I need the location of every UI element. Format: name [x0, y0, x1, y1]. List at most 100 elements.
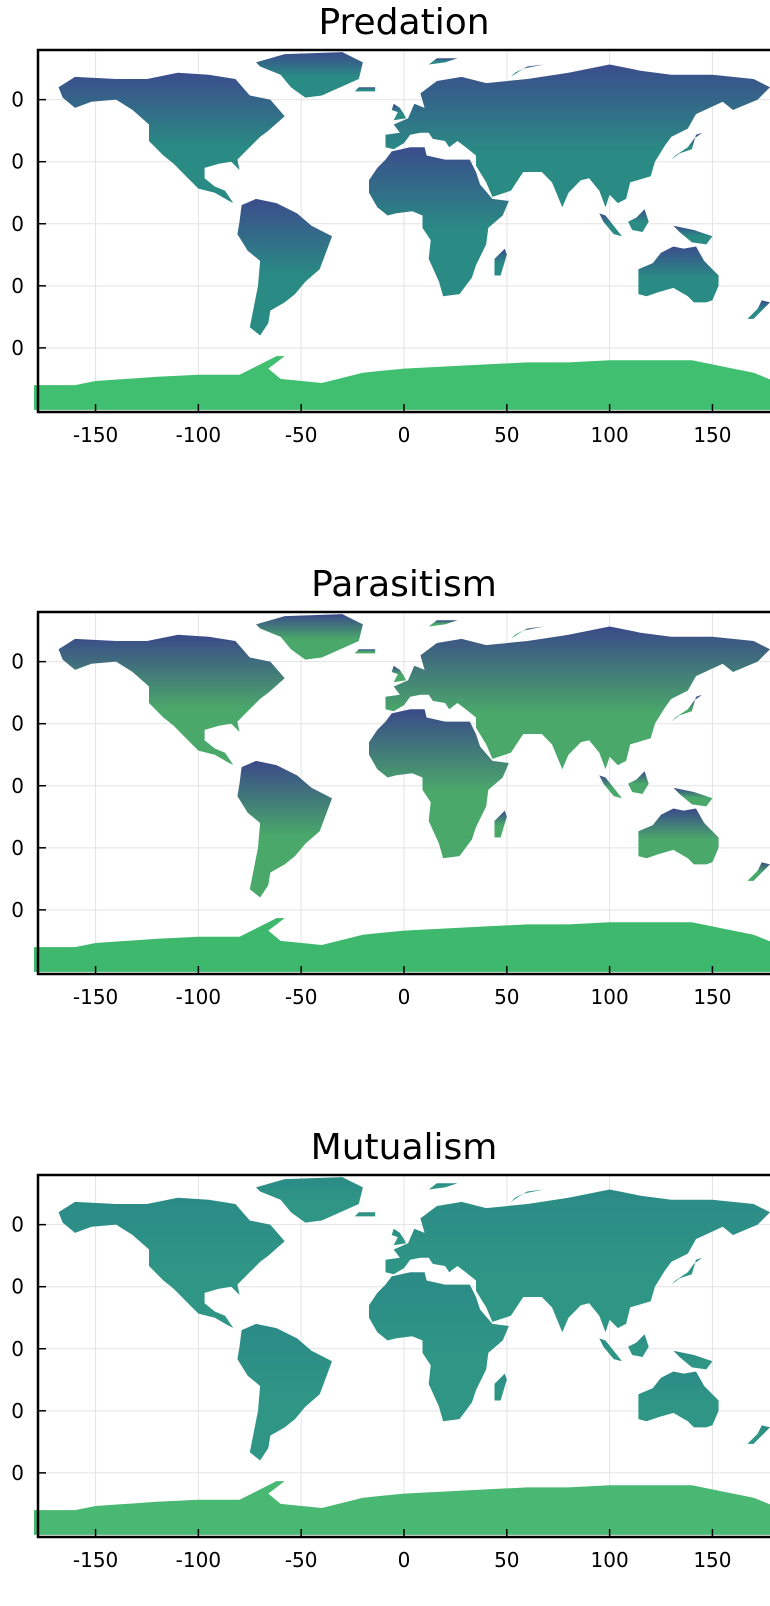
land-layer — [33, 1177, 770, 1535]
x-tick-label: -100 — [176, 1548, 221, 1572]
japan-landmass — [671, 1257, 703, 1285]
south-america-landmass — [237, 198, 332, 336]
x-tick-label: -50 — [285, 423, 318, 447]
axes-frame — [36, 610, 770, 976]
novaya-zemlya-landmass — [510, 64, 544, 77]
x-tick-label: 0 — [398, 423, 411, 447]
panel-mutualism: Mutualism -150 -100 -50 0 50 100 150 0 0 0 0 0 — [0, 1125, 770, 1595]
new-guinea-landmass — [673, 225, 713, 245]
antarctica-landmass — [33, 918, 770, 972]
svalbard-landmass — [428, 1183, 458, 1190]
x-tick-label: -150 — [73, 985, 118, 1009]
japan-landmass — [671, 132, 703, 160]
x-tick-label: 50 — [494, 1548, 519, 1572]
borneo-landmass — [628, 771, 649, 794]
north-america-landmass — [58, 1197, 285, 1333]
x-tick-label: 100 — [591, 1548, 629, 1572]
iceland-landmass — [354, 649, 376, 654]
x-tick-label: -150 — [73, 1548, 118, 1572]
x-tick-label: 150 — [693, 423, 731, 447]
sumatra-landmass — [599, 1338, 622, 1362]
africa-landmass — [369, 147, 509, 297]
novaya-zemlya-landmass — [510, 626, 544, 639]
panel-title: Parasitism — [311, 564, 497, 605]
borneo-landmass — [628, 1334, 649, 1357]
panel-parasitism: Parasitism -150 -100 -50 0 50 100 150 0 0 0 0 0 — [0, 562, 770, 1032]
y-tick-label: 0 — [11, 836, 24, 860]
x-tick-label: 150 — [693, 985, 731, 1009]
x-tick-label: 50 — [494, 985, 519, 1009]
axes-frame — [36, 1173, 770, 1539]
x-tick-label: 100 — [591, 423, 629, 447]
y-axis: 0 0 0 0 0 — [11, 88, 46, 360]
panel-predation: Predation -150 -100 -50 0 50 100 150 0 0 0 0 0 — [0, 0, 770, 470]
y-axis: 0 0 0 0 0 — [11, 1213, 46, 1485]
antarctica-landmass — [33, 356, 770, 410]
x-tick-label: -100 — [176, 985, 221, 1009]
y-tick-label: 0 — [11, 774, 24, 798]
north-america-landmass — [58, 634, 285, 770]
novaya-zemlya-landmass — [510, 1189, 544, 1202]
x-tick-label: 100 — [591, 985, 629, 1009]
y-tick-label: 0 — [11, 1213, 24, 1237]
land-layer — [33, 52, 770, 410]
north-america-landmass — [58, 72, 285, 208]
x-axis: -150 -100 -50 0 50 100 150 — [73, 966, 732, 1009]
greenland-landmass — [256, 52, 363, 98]
iceland-landmass — [354, 87, 376, 92]
y-tick-label: 0 — [11, 712, 24, 736]
axes-frame — [36, 48, 770, 414]
x-tick-label: 50 — [494, 423, 519, 447]
new-zealand-landmass — [747, 862, 770, 881]
eurasia-landmass — [385, 64, 770, 222]
greenland-landmass — [256, 1177, 363, 1223]
x-axis: -150 -100 -50 0 50 100 150 — [73, 404, 732, 447]
y-tick-label: 0 — [11, 898, 24, 922]
x-tick-label: -100 — [176, 423, 221, 447]
australia-landmass — [638, 808, 719, 865]
borneo-landmass — [628, 209, 649, 232]
new-zealand-landmass — [747, 1425, 770, 1444]
y-tick-label: 0 — [11, 1399, 24, 1423]
new-guinea-landmass — [673, 787, 713, 807]
south-america-landmass — [237, 1323, 332, 1461]
antarctica-landmass — [33, 1481, 770, 1535]
madagascar-landmass — [494, 1373, 507, 1401]
madagascar-landmass — [494, 248, 507, 276]
australia-landmass — [638, 246, 719, 303]
y-tick-label: 0 — [11, 1275, 24, 1299]
africa-landmass — [369, 1272, 509, 1422]
x-axis: -150 -100 -50 0 50 100 150 — [73, 1529, 732, 1572]
y-tick-label: 0 — [11, 336, 24, 360]
map-plot: -150 -100 -50 0 50 100 150 0 0 0 0 0 — [11, 610, 770, 1009]
uk-landmass — [391, 665, 407, 683]
uk-landmass — [391, 1228, 407, 1246]
eurasia-landmass — [385, 1189, 770, 1347]
panel-title: Predation — [318, 2, 490, 43]
greenland-landmass — [256, 614, 363, 660]
svalbard-landmass — [428, 58, 458, 65]
y-tick-label: 0 — [11, 88, 24, 112]
y-tick-label: 0 — [11, 274, 24, 298]
y-tick-label: 0 — [11, 212, 24, 236]
x-tick-label: 150 — [693, 1548, 731, 1572]
x-tick-label: 0 — [398, 985, 411, 1009]
y-tick-label: 0 — [11, 1337, 24, 1361]
x-tick-label: -150 — [73, 423, 118, 447]
japan-landmass — [671, 694, 703, 722]
y-tick-label: 0 — [11, 150, 24, 174]
uk-landmass — [391, 103, 407, 121]
australia-landmass — [638, 1371, 719, 1428]
panel-title: Mutualism — [310, 1127, 498, 1168]
y-tick-label: 0 — [11, 1461, 24, 1485]
y-tick-label: 0 — [11, 650, 24, 674]
south-america-landmass — [237, 760, 332, 898]
eurasia-landmass — [385, 626, 770, 784]
new-guinea-landmass — [673, 1350, 713, 1370]
svalbard-landmass — [428, 620, 458, 627]
x-tick-label: 0 — [398, 1548, 411, 1572]
x-tick-label: -50 — [285, 985, 318, 1009]
y-axis: 0 0 0 0 0 — [11, 650, 46, 922]
map-plot: -150 -100 -50 0 50 100 150 0 0 0 0 0 — [11, 48, 770, 447]
sumatra-landmass — [599, 213, 622, 237]
